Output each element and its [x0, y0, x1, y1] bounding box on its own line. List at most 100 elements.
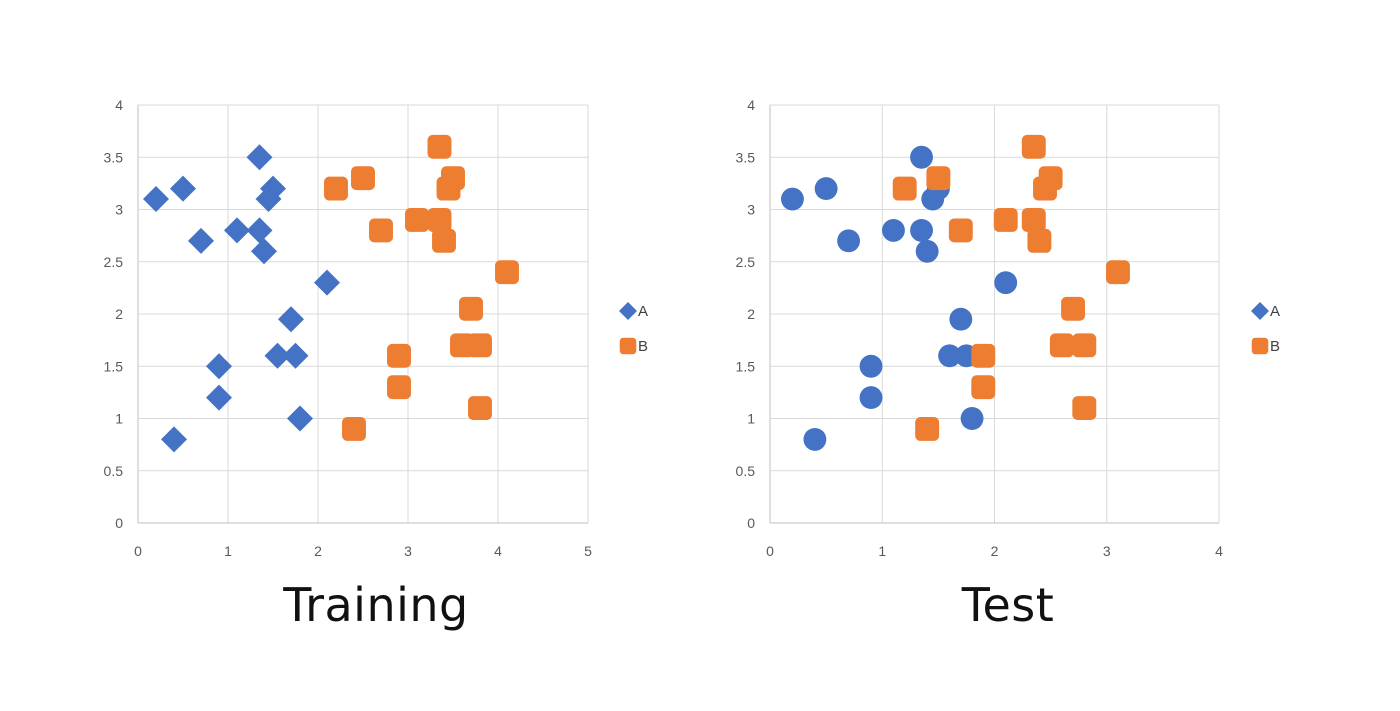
test-point-b — [971, 343, 996, 368]
test-point-b — [1072, 333, 1097, 358]
training-x-tick-label: 3 — [404, 543, 412, 559]
training-point-b — [450, 333, 474, 358]
test-point-a — [949, 307, 973, 331]
training-point-a — [314, 269, 340, 296]
test-point-b — [892, 176, 917, 201]
training-point-b — [405, 207, 429, 232]
training-point-b — [342, 416, 366, 441]
test-point-b — [948, 218, 973, 243]
test-point-b — [1021, 207, 1046, 232]
training-point-a — [282, 342, 309, 369]
training-point-a — [251, 238, 277, 265]
training-point-a — [188, 227, 214, 254]
test-point-a — [910, 218, 933, 242]
test-chart: 0 1 2 3 4 0 0.5 1 1.5 2 2.5 3 3.5 4 A B — [736, 97, 1280, 559]
test-point-a — [803, 427, 827, 451]
test-x-tick-label: 2 — [991, 543, 999, 559]
training-x-tick-label: 2 — [314, 543, 322, 559]
test-point-a — [882, 218, 905, 242]
test-point-b — [915, 416, 940, 441]
test-legend-marker-a — [1251, 302, 1269, 320]
test-point-a — [910, 145, 933, 169]
training-legend-marker-a — [619, 302, 637, 320]
test-x-tick-label: 0 — [766, 543, 774, 559]
training-x-tick-label: 4 — [494, 543, 502, 559]
training-y-tick-label: 1.5 — [104, 358, 124, 374]
training-point-a — [278, 306, 304, 333]
test-y-tick-label: 4 — [747, 97, 755, 113]
test-legend-label-b: B — [1270, 338, 1280, 355]
test-caption: Test — [961, 578, 1055, 632]
test-x-tick-label: 3 — [1103, 543, 1111, 559]
training-chart: 0 1 2 3 4 5 0 0.5 1 1.5 2 2.5 3 3.5 4 A B — [104, 97, 648, 559]
training-point-a — [224, 217, 250, 244]
training-point-a — [246, 217, 273, 244]
test-point-a — [781, 187, 804, 211]
test-legend-marker-b — [1251, 337, 1269, 355]
training-point-b — [387, 343, 411, 368]
test-y-tick-label: 0 — [747, 515, 755, 531]
training-y-tick-label: 2.5 — [104, 254, 124, 270]
training-y-tick-label: 3.5 — [104, 149, 124, 165]
test-y-tick-label: 1 — [747, 411, 755, 427]
test-y-tick-label: 3 — [747, 202, 755, 218]
training-point-b — [351, 166, 375, 191]
test-point-b — [1106, 260, 1130, 285]
training-point-b — [427, 207, 452, 232]
training-point-b — [324, 176, 348, 201]
training-y-tick-label: 0 — [115, 515, 123, 531]
test-point-a — [915, 239, 939, 263]
test-point-b — [993, 207, 1018, 232]
test-point-a — [938, 344, 962, 368]
test-point-b — [926, 166, 951, 191]
training-y-tick-label: 0.5 — [104, 463, 124, 479]
test-point-b — [1038, 166, 1063, 191]
training-point-a — [246, 144, 273, 171]
training-point-a — [206, 353, 232, 380]
training-point-b — [468, 396, 492, 421]
test-point-a — [960, 407, 984, 430]
test-point-b — [1021, 134, 1046, 159]
training-point-b — [369, 218, 393, 243]
training-y-tick-label: 2 — [115, 306, 123, 322]
test-y-tick-label: 2 — [747, 306, 755, 322]
training-x-tick-label: 5 — [584, 543, 592, 559]
training-point-b — [468, 333, 492, 358]
training-legend-label-a: A — [638, 303, 648, 320]
test-point-b — [1072, 396, 1097, 421]
training-y-tick-label: 4 — [115, 97, 123, 113]
test-y-tick-label: 1.5 — [736, 358, 756, 374]
training-point-b — [441, 166, 465, 191]
test-y-tick-label: 2.5 — [736, 254, 756, 270]
training-legend-label-b: B — [638, 338, 648, 355]
test-x-tick-label: 1 — [878, 543, 886, 559]
training-point-b — [495, 260, 519, 285]
training-point-a — [260, 175, 286, 202]
training-point-a — [161, 426, 187, 453]
test-y-tick-label: 0.5 — [736, 463, 756, 479]
training-x-tick-label: 1 — [224, 543, 232, 559]
test-point-a — [859, 354, 883, 378]
test-x-tick-label: 4 — [1215, 543, 1223, 559]
training-point-a — [143, 186, 169, 213]
training-y-tick-label: 1 — [115, 411, 123, 427]
training-point-b — [459, 296, 483, 321]
test-point-b — [1061, 296, 1086, 321]
test-point-a — [814, 177, 838, 201]
test-y-tick-label: 3.5 — [736, 149, 756, 165]
training-point-a — [206, 384, 232, 411]
training-point-b — [387, 375, 411, 400]
training-point-a — [287, 405, 313, 432]
training-legend-marker-b — [619, 337, 637, 355]
test-legend-label-a: A — [1270, 303, 1280, 320]
test-point-a — [859, 386, 883, 410]
training-point-a — [264, 342, 291, 369]
test-point-a — [837, 229, 861, 253]
training-x-tick-label: 0 — [134, 543, 142, 559]
test-point-a — [994, 271, 1018, 295]
test-point-b — [1027, 228, 1052, 253]
training-y-tick-label: 3 — [115, 202, 123, 218]
training-point-b — [427, 134, 452, 159]
